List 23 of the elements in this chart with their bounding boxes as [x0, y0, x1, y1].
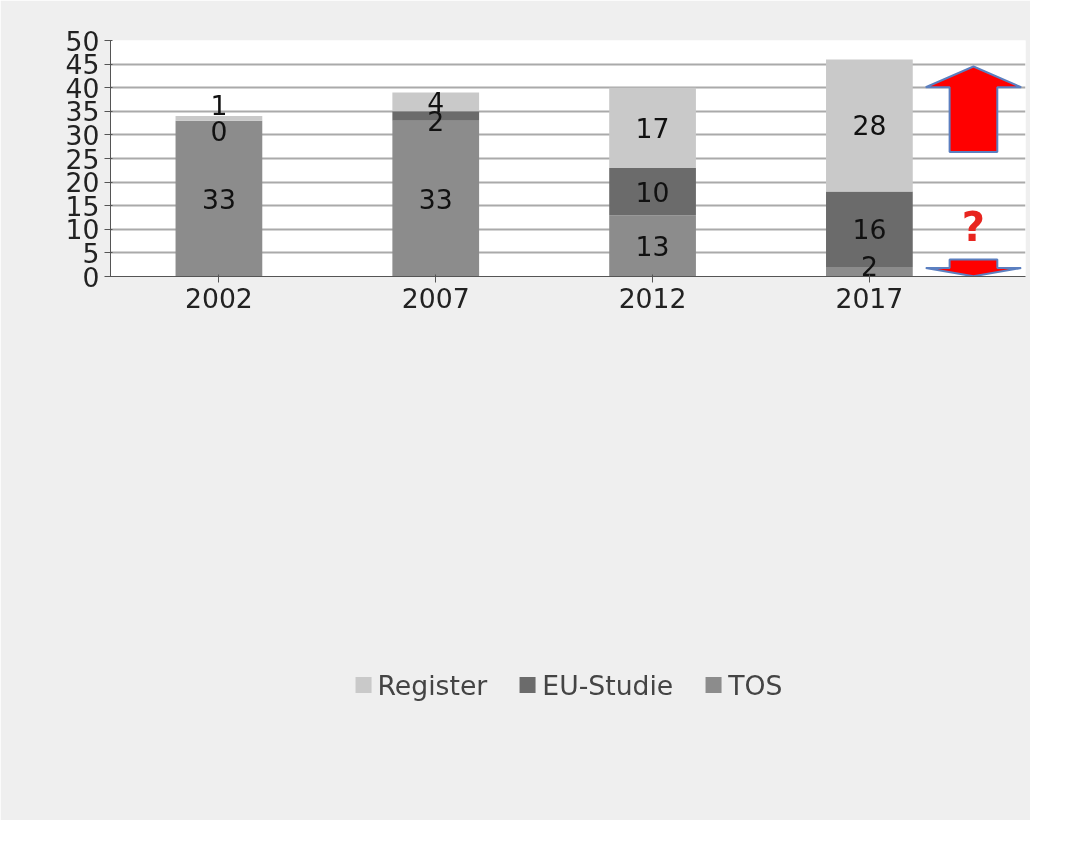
- x-tick-label: 2017: [835, 282, 904, 314]
- legend-label: Register: [377, 669, 488, 701]
- bar: [609, 87, 696, 168]
- x-tick-label: 2002: [184, 282, 253, 314]
- legend-label: TOS: [728, 669, 783, 701]
- data-label: 33: [418, 183, 453, 215]
- x-tick-label: 2007: [401, 282, 470, 314]
- data-label: 17: [635, 112, 670, 144]
- bar: [175, 120, 263, 277]
- data-label: 2: [860, 250, 878, 282]
- data-label: 10: [635, 176, 670, 208]
- data-label: 33: [201, 183, 236, 215]
- data-label: 16: [852, 214, 887, 246]
- bar: [175, 116, 263, 121]
- data-label: 28: [852, 110, 887, 142]
- annotation: ?: [961, 203, 986, 250]
- bar: [609, 167, 696, 216]
- x-tick-label: 2012: [618, 282, 687, 314]
- bar: [609, 215, 696, 277]
- bar: [392, 92, 480, 112]
- legend-label: EU-Studie: [542, 669, 674, 701]
- bar: [826, 59, 913, 192]
- data-label: 13: [635, 230, 670, 262]
